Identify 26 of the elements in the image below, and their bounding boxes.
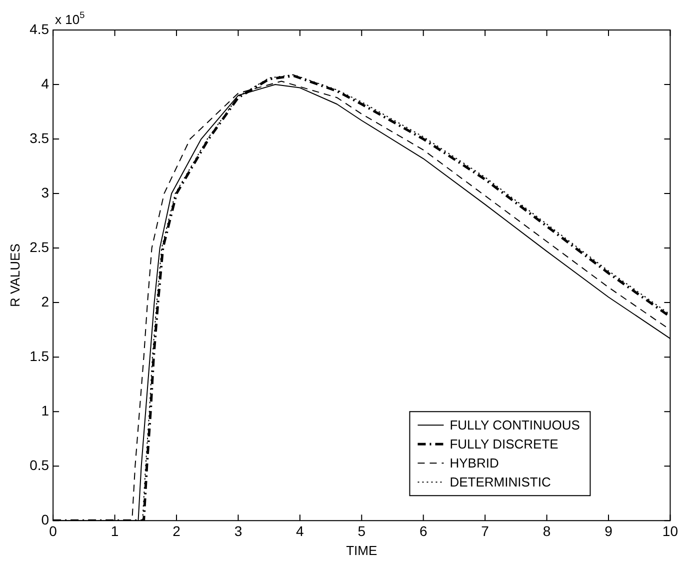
y-tick-label: 1.5 (30, 348, 50, 364)
x-tick-label: 10 (662, 522, 678, 539)
y-tick-label: 1 (41, 402, 50, 418)
x-tick-label: 4 (296, 522, 304, 539)
legend-label: FULLY DISCRETE (450, 436, 559, 452)
y-tick-label: 2.5 (30, 238, 50, 255)
legend-label: FULLY CONTINUOUS (450, 418, 580, 433)
legend-label: DETERMINISTIC (450, 474, 551, 490)
y-tick-label: 0.5 (30, 456, 50, 473)
legend-label: HYBRID (450, 456, 499, 471)
y-tick-label: 0 (41, 511, 50, 528)
y-tick-label: 3 (41, 184, 50, 200)
y-tick-label: 4 (41, 75, 50, 92)
x-tick-label: 5 (358, 522, 366, 539)
x-tick-label: 9 (604, 522, 613, 539)
y-axis-title: R VALUES (7, 243, 22, 307)
x-tick-label: 1 (110, 522, 119, 539)
y-tick-label: 4.5 (30, 20, 50, 37)
x-tick-label: 8 (542, 522, 551, 539)
x-tick-label: 2 (172, 522, 181, 539)
y-tick-label: 2 (41, 293, 50, 310)
x-axis-title: TIME (346, 542, 378, 558)
x-tick-label: 6 (419, 522, 428, 539)
x-tick-label: 7 (481, 522, 490, 539)
x-tick-label: 3 (234, 522, 242, 539)
y-tick-label: 3.5 (30, 130, 50, 146)
